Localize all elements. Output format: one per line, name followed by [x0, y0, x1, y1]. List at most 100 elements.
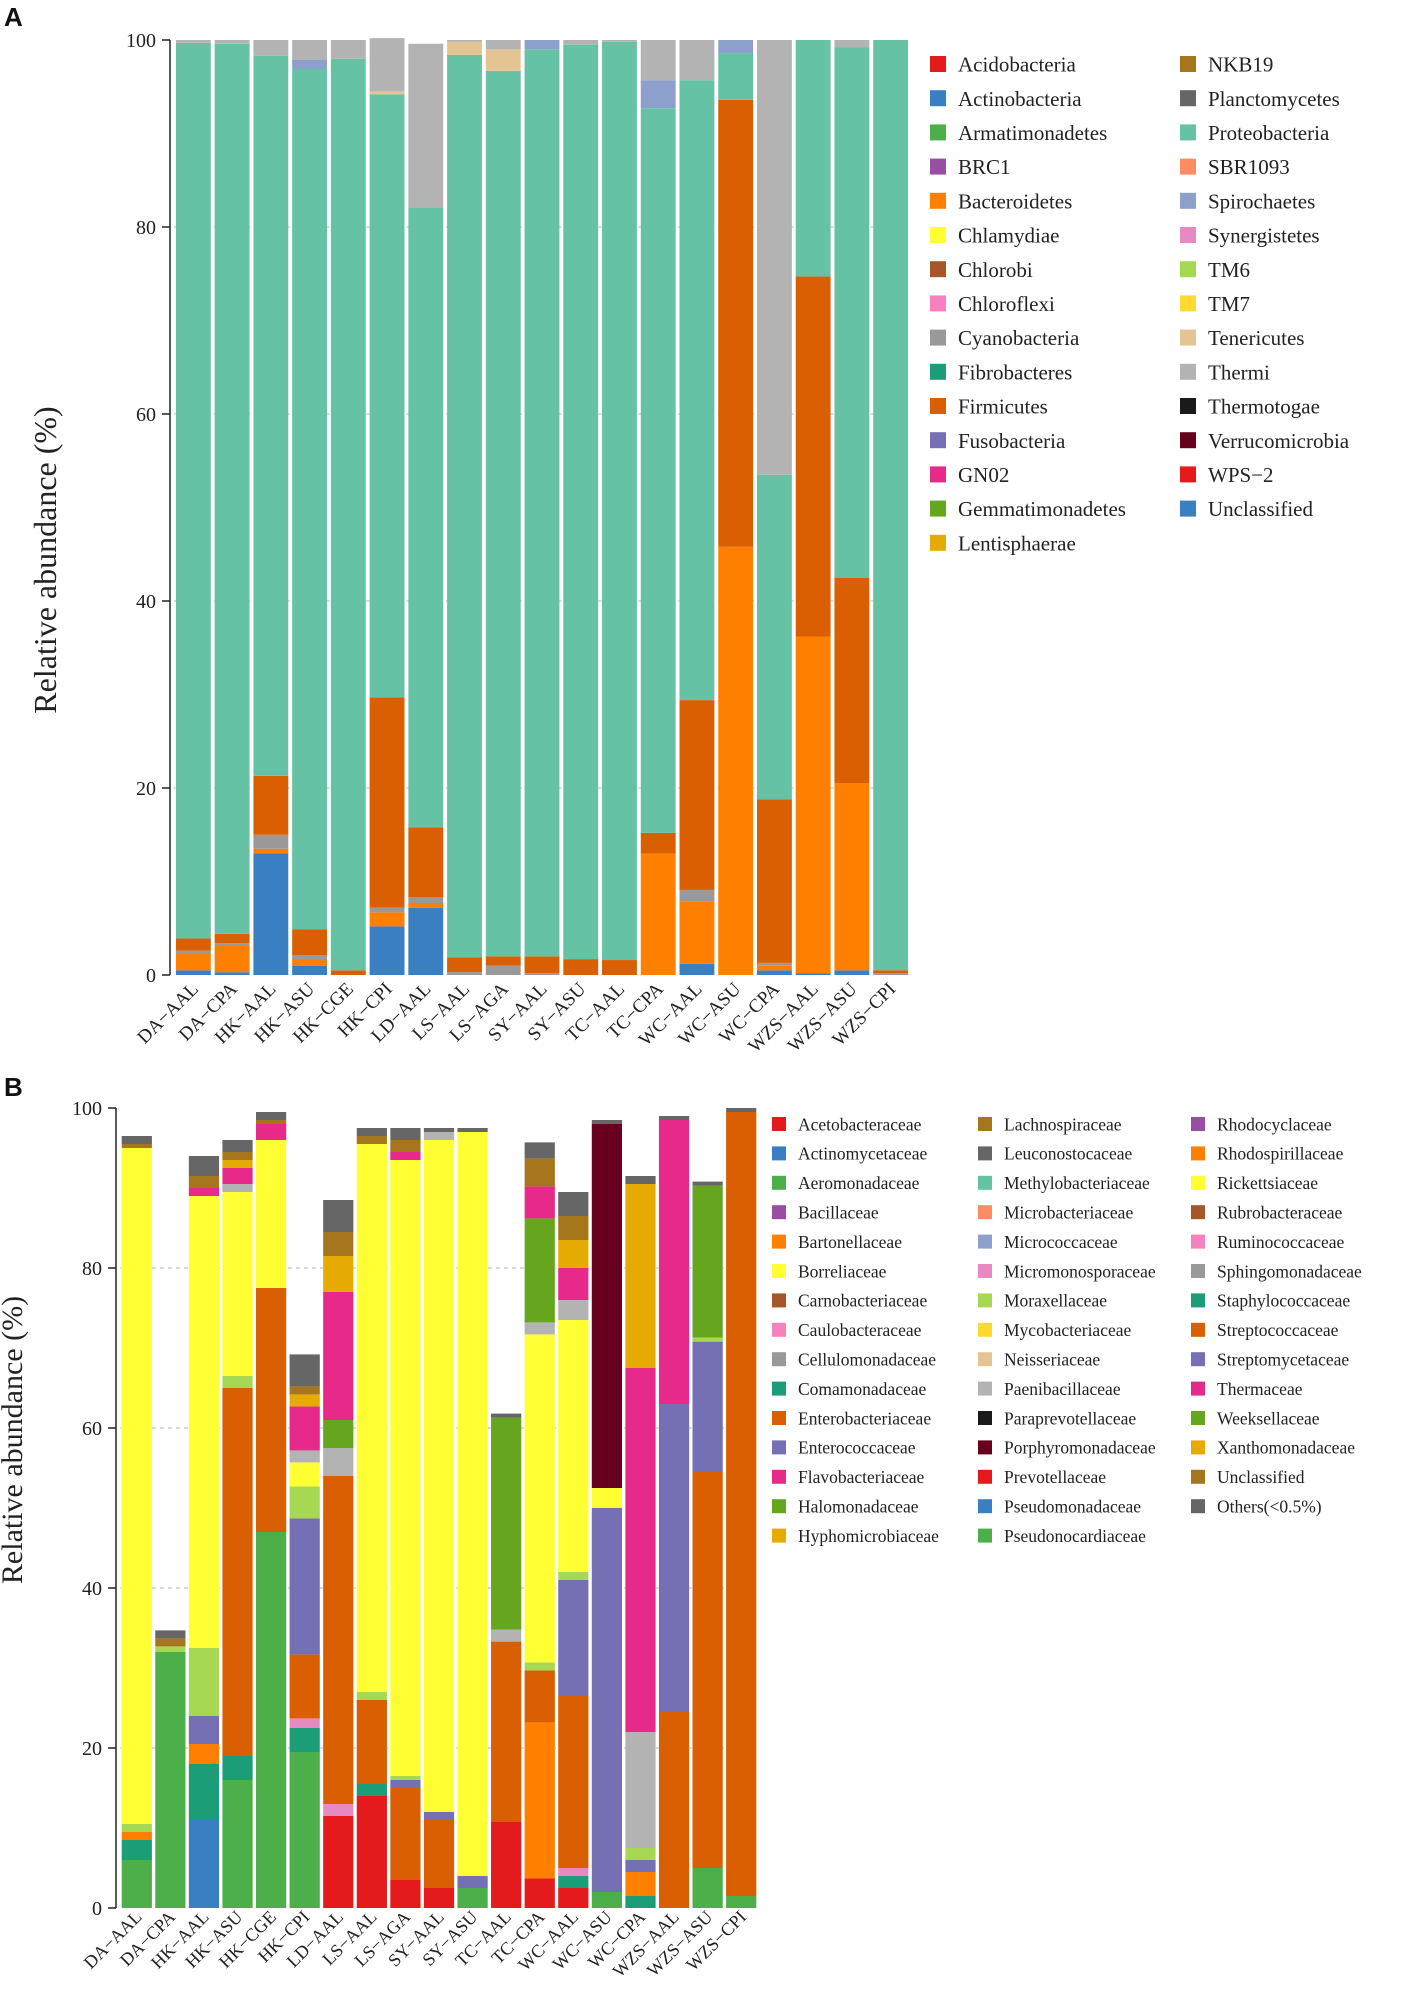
legend-swatch: [772, 1205, 786, 1220]
bar-segment: [447, 972, 482, 975]
bar-segment: [292, 955, 328, 961]
bar-segment: [408, 207, 444, 828]
bar-segment: [491, 1413, 522, 1418]
y-tick-label: 20: [82, 1738, 102, 1760]
legend-label: Thermi: [1208, 360, 1270, 384]
legend-swatch: [1191, 1175, 1205, 1190]
legend-label: Methylobacteriaceae: [1004, 1173, 1150, 1193]
legend-item: Fibrobacteres: [930, 360, 1072, 384]
legend-label: Proteobacteria: [1208, 121, 1330, 145]
bar-segment: [873, 970, 909, 974]
legend-swatch: [1191, 1264, 1205, 1278]
bar-stack-6: [323, 1200, 354, 1908]
legend-item: Comamonadaceae: [772, 1379, 927, 1399]
bar-segment: [292, 929, 328, 956]
bar-stack-15: [625, 1176, 656, 1908]
bar-segment: [390, 1776, 421, 1780]
bar-segment: [356, 1128, 387, 1136]
legend-item: Paraprevotellaceae: [978, 1408, 1136, 1428]
legend-swatch: [1180, 295, 1196, 312]
bar-segment: [155, 1630, 186, 1639]
bar-segment: [485, 40, 521, 50]
panel-a-label: A: [4, 2, 23, 32]
bar-segment: [563, 44, 599, 960]
legend-item: Bacteroidetes: [930, 189, 1072, 213]
bar-segment: [625, 1896, 656, 1908]
bar-segment: [323, 1292, 354, 1420]
legend-label: Lentisphaerae: [958, 531, 1076, 555]
bar-segment: [457, 1132, 488, 1876]
legend-label: Porphyromonadaceae: [1004, 1438, 1156, 1458]
bar-segment: [558, 1876, 589, 1888]
bar-segment: [188, 1820, 220, 1908]
bar-segment: [253, 853, 289, 975]
bar-segment: [625, 1368, 656, 1732]
bar-segment: [718, 546, 754, 975]
legend-item: Micrococcaceae: [978, 1232, 1118, 1252]
bar-segment: [408, 827, 444, 898]
legend-label: Synergistetes: [1208, 224, 1320, 248]
bar-segment: [408, 907, 444, 975]
legend-swatch: [772, 1352, 786, 1367]
bar-segment: [524, 1662, 555, 1671]
legend-item: Bartonellaceae: [772, 1232, 902, 1252]
bar-segment: [323, 1420, 354, 1448]
legend-item: Aeromonadaceae: [772, 1173, 920, 1193]
legend-item: Flavobacteriaceae: [772, 1467, 925, 1487]
bar-segment: [457, 1128, 488, 1132]
bar-segment: [292, 965, 328, 975]
legend-item: Microbacteriaceae: [978, 1203, 1133, 1223]
y-tick-label: 0: [92, 1898, 102, 1920]
bar-segment: [524, 973, 560, 975]
bar-segment: [175, 42, 211, 939]
bar-segment: [457, 1888, 488, 1908]
bar-segment: [356, 1796, 387, 1908]
legend-swatch: [1191, 1381, 1205, 1396]
bar-segment: [214, 40, 250, 44]
legend-label: Caulobacteraceae: [798, 1320, 922, 1340]
legend-label: Actinobacteria: [958, 87, 1082, 111]
legend-swatch: [772, 1293, 786, 1308]
bar-segment: [756, 40, 792, 475]
bar-segment: [222, 1388, 253, 1756]
bar-segment: [292, 960, 328, 966]
legend-swatch: [978, 1175, 992, 1190]
legend-swatch: [930, 192, 946, 209]
bar-segment: [873, 40, 909, 971]
legend-swatch: [1180, 158, 1196, 175]
legend-swatch: [772, 1146, 786, 1161]
bar-segment: [679, 80, 715, 701]
legend-swatch: [772, 1440, 786, 1455]
bar-segment: [524, 956, 560, 974]
bar-segment: [558, 1868, 589, 1876]
legend-item: Acidobacteria: [930, 53, 1076, 77]
bar-segment: [289, 1386, 320, 1395]
bar-segment: [121, 1144, 152, 1148]
legend-item: Proteobacteria: [1180, 121, 1330, 145]
bar-segment: [289, 1394, 320, 1407]
legend-swatch: [1180, 124, 1196, 141]
legend-label: Thermotogae: [1208, 395, 1320, 419]
legend-label: Aeromonadaceae: [798, 1173, 920, 1193]
legend-label: Halomonadaceae: [798, 1497, 919, 1517]
legend-item: Actinobacteria: [930, 87, 1082, 111]
bar-segment: [558, 1240, 589, 1268]
legend-item: Carnobacteriaceae: [772, 1291, 927, 1311]
bar-segment: [188, 1716, 220, 1744]
bar-segment: [756, 799, 792, 963]
bar-stack-12: [524, 1142, 555, 1908]
bar-stack-0: [121, 1136, 152, 1908]
legend-item: Acetobacteraceae: [772, 1114, 922, 1134]
legend-swatch: [772, 1528, 786, 1543]
bar-stack-8: [485, 40, 521, 975]
bar-segment: [423, 1888, 455, 1908]
bar-segment: [558, 1216, 589, 1240]
legend-swatch: [772, 1175, 786, 1190]
bar-segment: [640, 832, 676, 854]
legend-swatch: [930, 500, 946, 517]
bar-segment: [558, 1572, 589, 1580]
bar-segment: [423, 1132, 455, 1140]
bar-stack-2: [188, 1156, 220, 1908]
legend-label: Bacteroidetes: [958, 189, 1072, 213]
bar-segment: [640, 80, 676, 109]
